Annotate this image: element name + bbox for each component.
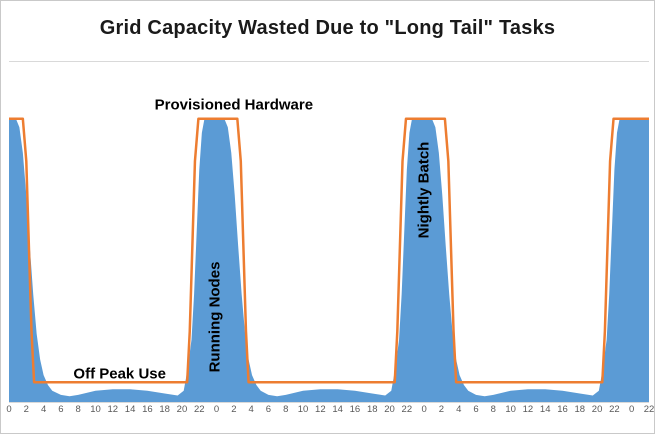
x-axis-label: 12 (522, 404, 534, 415)
x-axis-label: 8 (490, 404, 496, 415)
x-axis-label: 12 (315, 404, 326, 415)
x-axis-label: 14 (332, 404, 343, 415)
plot-area: Provisioned Hardware Running Nodes Night… (9, 61, 649, 403)
annotation-nightly-batch: Nightly Batch (415, 141, 433, 238)
x-axis-label: 0 (213, 404, 220, 415)
x-axis-label: 4 (248, 404, 254, 415)
x-axis-label: 0 (421, 404, 427, 415)
x-axis-label: 2 (438, 404, 445, 415)
x-axis-label: 2 (23, 404, 29, 415)
x-axis-label: 22 (609, 404, 620, 415)
x-axis-label: 0 (629, 404, 635, 415)
x-axis-label: 10 (505, 404, 516, 415)
x-axis-label: 22 (401, 404, 413, 415)
annotation-provisioned-hardware: Provisioned Hardware (154, 96, 314, 113)
x-axis-label: 22 (643, 404, 655, 415)
annotation-off-peak-use: Off Peak Use (73, 365, 166, 383)
chart-plot (9, 62, 649, 402)
x-axis-label: 20 (384, 404, 395, 415)
x-axis-label: 2 (231, 404, 237, 415)
running-nodes-area (9, 118, 649, 402)
x-axis-label: 6 (265, 404, 272, 415)
x-axis-label: 22 (193, 404, 205, 415)
annotation-running-nodes: Running Nodes (206, 261, 224, 373)
x-axis-label: 12 (107, 404, 119, 415)
x-axis-label: 18 (574, 404, 586, 415)
x-axis-label: 14 (124, 404, 136, 415)
x-axis-label: 8 (283, 404, 289, 415)
x-axis-label: 6 (473, 404, 479, 415)
x-axis-label: 4 (456, 404, 462, 415)
x-axis-label: 0 (6, 404, 12, 415)
x-axis-label: 16 (142, 404, 153, 415)
x-axis-label: 10 (90, 404, 101, 415)
x-axis-label: 18 (159, 404, 170, 415)
x-axis-label: 8 (75, 404, 81, 415)
x-axis-label: 18 (366, 404, 378, 415)
x-axis-label: 10 (297, 404, 309, 415)
x-axis-label: 4 (40, 404, 47, 415)
x-axis: 0 2 4 6 8 10 12 14 16 18 20 22 0 2 4 6 8 10 12 14 16 18 20 22 0 2… (6, 404, 654, 420)
x-axis-label: 16 (349, 404, 361, 415)
x-axis-label: 14 (539, 404, 551, 415)
x-axis-label: 20 (176, 404, 188, 415)
chart-title: Grid Capacity Wasted Due to "Long Tail" … (99, 17, 556, 39)
x-axis-label: 20 (591, 404, 603, 415)
provisioned-hardware-line (9, 119, 649, 383)
x-axis-label: 6 (58, 404, 64, 415)
x-axis-label: 16 (557, 404, 568, 415)
